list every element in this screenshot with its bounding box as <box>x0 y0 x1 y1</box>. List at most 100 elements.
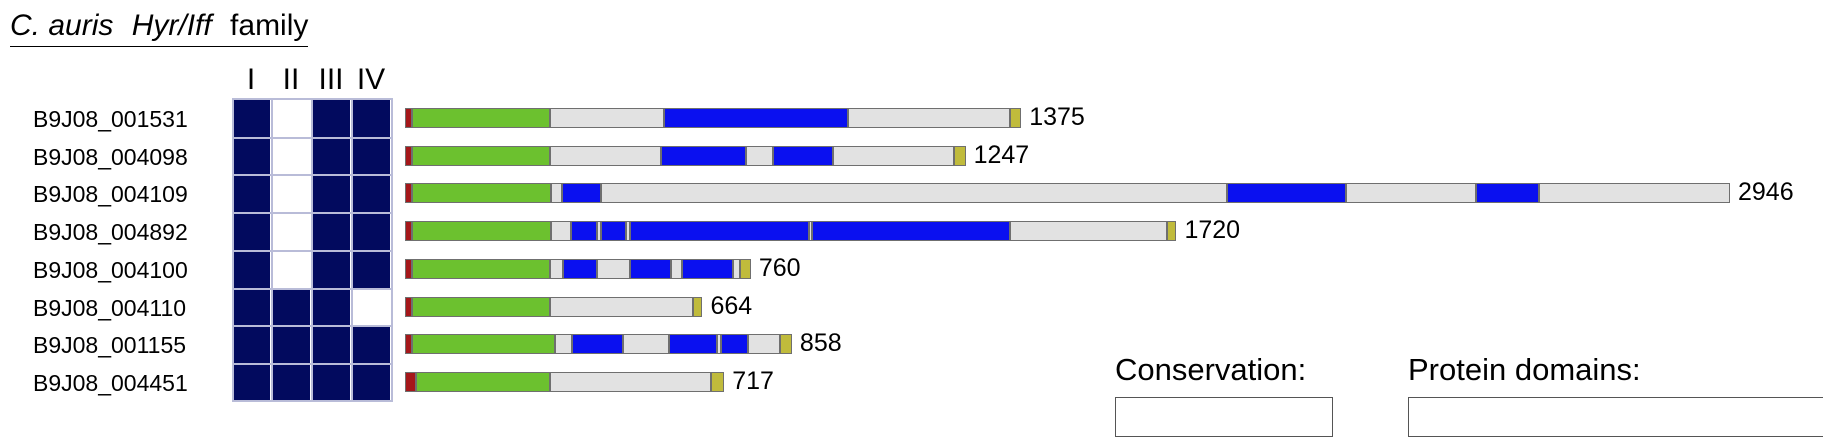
domain-n-terminal-domain <box>412 334 555 355</box>
domain-unstructured <box>550 296 693 317</box>
conservation-grid-line <box>232 212 393 215</box>
gene-label: B9J08_001155 <box>33 332 187 359</box>
title-species: C. auris <box>10 9 114 42</box>
domain-repeat-region <box>812 221 1010 242</box>
conservation-cell <box>272 250 310 288</box>
domain-repeat-region <box>772 145 834 166</box>
domain-signal-peptide <box>405 221 412 242</box>
conservation-column-header: II <box>282 63 300 96</box>
domain-gpi-anchor <box>953 145 966 166</box>
conservation-cell <box>352 175 390 213</box>
conservation-cell <box>352 288 390 326</box>
conservation-cell <box>272 100 310 137</box>
domain-n-terminal-domain <box>412 108 551 128</box>
protein-length-label: 2946 <box>1738 178 1794 207</box>
protein-length-label: 858 <box>799 329 842 358</box>
conservation-grid-line <box>232 362 393 365</box>
conservation-cell <box>272 137 310 175</box>
conservation-cell <box>272 175 310 213</box>
domain-signal-peptide <box>405 183 412 204</box>
domain-gpi-anchor <box>692 296 703 317</box>
conservation-cell <box>232 250 270 288</box>
protein-length-label: 1720 <box>1184 216 1241 245</box>
domain-n-terminal-domain <box>412 183 552 204</box>
domain-repeat-region <box>681 258 733 279</box>
domain-gpi-anchor <box>779 334 792 355</box>
domain-repeat-region <box>661 145 746 166</box>
domain-unstructured <box>550 145 662 166</box>
domain-unstructured <box>626 221 630 242</box>
conservation-cell <box>272 326 310 364</box>
domain-unstructured <box>554 334 572 355</box>
domain-unstructured <box>716 334 721 355</box>
domain-unstructured <box>847 108 1010 128</box>
conservation-grid-line <box>232 287 393 290</box>
domain-unstructured <box>550 371 711 392</box>
title-gene-family: Hyr/Iff <box>131 9 212 42</box>
protein-length-label: 1247 <box>973 140 1030 169</box>
domain-unstructured <box>551 183 563 204</box>
conservation-legend-box <box>1115 397 1333 437</box>
conservation-cell <box>272 363 310 401</box>
conservation-cell <box>352 363 390 401</box>
conservation-grid-line <box>232 136 393 139</box>
domain-repeat-region <box>1227 183 1346 204</box>
domain-unstructured <box>833 145 954 166</box>
domain-repeat-region <box>1476 183 1540 204</box>
domain-gpi-anchor <box>1009 108 1022 128</box>
domain-gpi-anchor <box>1166 221 1177 242</box>
domain-repeat-region <box>668 334 717 355</box>
conservation-grid-line <box>232 174 393 177</box>
domain-gpi-anchor <box>710 371 725 392</box>
domain-n-terminal-domain <box>412 221 552 242</box>
domain-unstructured <box>550 258 564 279</box>
conservation-cell <box>232 137 270 175</box>
gene-label: B9J08_004100 <box>33 256 188 283</box>
domain-unstructured <box>600 183 1228 204</box>
protein-length-label: 760 <box>758 253 801 282</box>
domain-signal-peptide <box>405 258 412 279</box>
protein-domains-legend-title: Protein domains: <box>1408 352 1641 387</box>
conservation-cell <box>352 250 390 288</box>
title-suffix: family <box>230 9 309 42</box>
conservation-cell <box>352 326 390 364</box>
conservation-column-header: III <box>318 63 344 96</box>
conservation-grid-line <box>232 249 393 252</box>
conservation-cell <box>232 213 270 251</box>
conservation-grid-line <box>232 325 393 328</box>
domain-repeat-region <box>562 183 601 204</box>
conservation-cell <box>272 288 310 326</box>
gene-label: B9J08_004098 <box>33 143 188 170</box>
conservation-cell <box>232 100 270 137</box>
domain-repeat-region <box>600 221 627 242</box>
domain-n-terminal-domain <box>412 296 551 317</box>
domain-unstructured <box>732 258 740 279</box>
conservation-cell <box>312 100 350 137</box>
conservation-cell <box>272 213 310 251</box>
domain-n-terminal-domain <box>412 258 551 279</box>
conservation-cell <box>232 326 270 364</box>
protein-length-label: 1375 <box>1029 103 1085 131</box>
domain-unstructured <box>551 221 571 242</box>
domain-repeat-region <box>563 258 598 279</box>
domain-repeat-region <box>663 108 848 128</box>
conservation-cell <box>312 213 350 251</box>
conservation-cell <box>352 100 390 137</box>
protein-length-label: 717 <box>732 366 774 395</box>
gene-label: B9J08_004110 <box>33 294 187 321</box>
domain-unstructured <box>1345 183 1477 204</box>
domain-unstructured <box>597 258 630 279</box>
conservation-cell <box>232 288 270 326</box>
figure-title: C. auris Hyr/Iff family <box>10 8 309 47</box>
conservation-cell <box>352 213 390 251</box>
conservation-cell <box>352 137 390 175</box>
conservation-cell <box>312 363 350 401</box>
domain-signal-peptide <box>405 145 412 166</box>
domain-unstructured <box>550 108 664 128</box>
conservation-legend-title: Conservation: <box>1115 352 1307 387</box>
conservation-cell <box>312 250 350 288</box>
domain-n-terminal-domain <box>415 371 551 392</box>
domain-unstructured <box>1539 183 1730 204</box>
conservation-cell <box>312 288 350 326</box>
gene-label: B9J08_001531 <box>33 106 188 132</box>
